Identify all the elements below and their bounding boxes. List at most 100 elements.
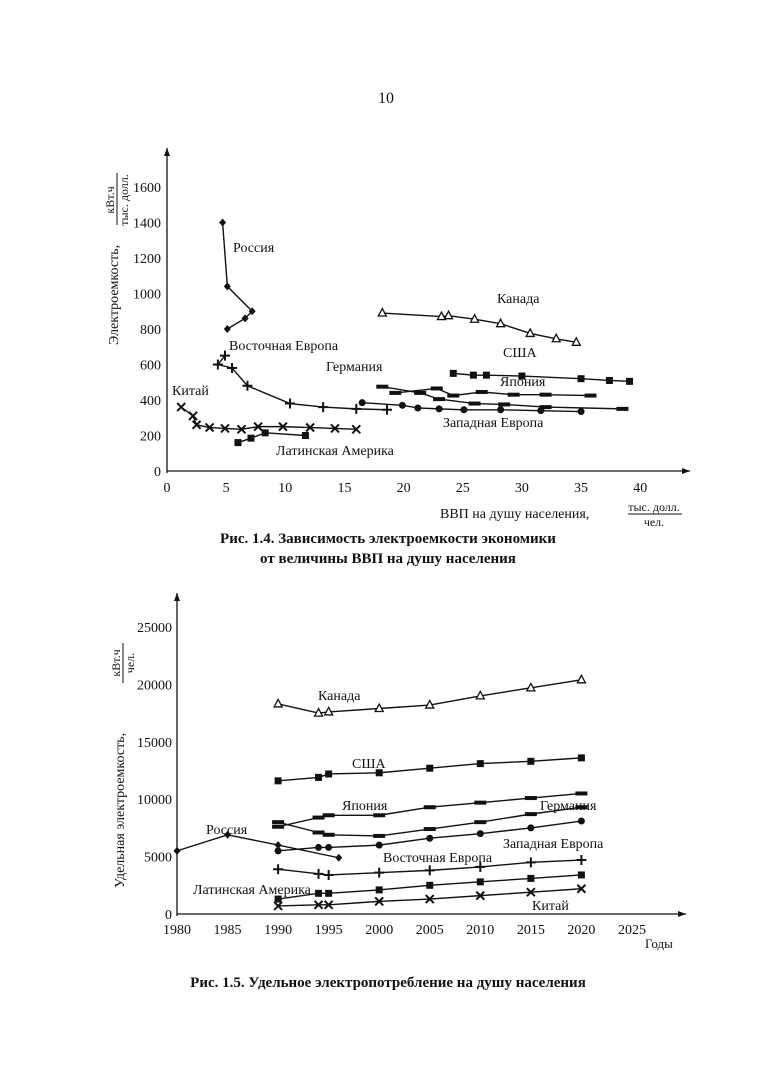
series-label: Китай <box>172 384 209 399</box>
series-label: Россия <box>233 241 275 256</box>
plus-marker <box>374 867 385 878</box>
dash-marker <box>475 390 488 395</box>
square-marker <box>577 754 585 762</box>
data-point-circle <box>460 406 468 414</box>
circle-marker <box>426 834 434 842</box>
plus-marker <box>318 402 329 413</box>
dash-marker <box>524 796 537 801</box>
diamond-marker <box>173 846 181 855</box>
y-tick-label: 1600 <box>133 181 161 196</box>
y-tick-label: 1000 <box>133 288 161 303</box>
x-tick-label: 30 <box>515 481 529 496</box>
series-label: Германия <box>540 799 597 814</box>
data-point-square <box>426 881 434 889</box>
data-point-circle <box>537 407 545 415</box>
square-marker <box>426 881 434 889</box>
square-marker <box>301 432 309 439</box>
triangle-marker <box>374 702 385 713</box>
x-tick-label: 1990 <box>264 923 292 938</box>
dash-marker <box>468 401 481 406</box>
y-tick-label: 800 <box>140 323 161 338</box>
x-tick-label: 25 <box>456 481 470 496</box>
data-point-square <box>527 874 535 882</box>
x-tick-label: 1985 <box>214 923 242 938</box>
x-tick-label: 40 <box>633 481 647 496</box>
cross-marker <box>351 424 361 434</box>
x-axis-unit-numerator: тыс. долл. <box>628 500 680 514</box>
data-point-cross <box>204 422 215 433</box>
x-tick-label: 1995 <box>315 923 343 938</box>
triangle-marker <box>495 317 506 328</box>
diamond-marker <box>223 325 231 333</box>
data-point-diamond <box>219 218 227 227</box>
data-point-circle <box>527 824 535 832</box>
data-point-diamond <box>223 282 231 291</box>
data-point-dash <box>474 820 487 825</box>
square-marker <box>449 369 457 377</box>
data-point-square <box>476 760 484 768</box>
triangle-marker <box>313 707 324 717</box>
dash-marker <box>423 805 436 810</box>
square-marker <box>325 889 333 897</box>
plus-marker <box>323 869 334 880</box>
data-point-triangle <box>323 706 334 716</box>
cross-marker <box>323 900 334 910</box>
circle-marker <box>537 407 545 415</box>
data-point-circle <box>476 830 484 838</box>
x-tick-label: 10 <box>278 481 292 496</box>
cross-marker <box>176 402 186 412</box>
data-point-circle <box>358 399 366 407</box>
data-point-plus <box>219 350 230 361</box>
y-axis-title-group: Электроемкость, кВт.ч тыс. долл. <box>103 173 131 345</box>
data-point-square <box>527 757 535 765</box>
x-tick-label: 5 <box>223 481 230 496</box>
series-label: Россия <box>206 823 248 838</box>
series-label: Япония <box>342 799 388 814</box>
circle-marker <box>460 406 468 414</box>
dash-marker <box>474 820 487 825</box>
data-point-plus <box>285 398 296 409</box>
data-point-dash <box>430 386 443 391</box>
diamond-marker <box>223 282 231 291</box>
data-point-diamond <box>173 846 181 855</box>
data-point-cross <box>176 402 186 412</box>
circle-marker <box>398 401 406 409</box>
triangle-marker <box>273 698 284 708</box>
data-point-dash <box>322 813 335 818</box>
data-point-triangle <box>475 689 486 700</box>
data-point-triangle <box>551 332 562 343</box>
y-tick-label: 0 <box>165 908 172 923</box>
data-point-square <box>577 871 585 879</box>
data-point-square <box>518 372 526 380</box>
data-point-dash <box>322 832 335 837</box>
data-point-circle <box>497 406 505 414</box>
dash-marker <box>539 392 552 397</box>
figure-1-4-caption-line2: от величины ВВП на душу населения <box>260 551 516 567</box>
data-point-dash <box>433 397 446 402</box>
dash-marker <box>272 820 285 825</box>
data-point-plus <box>227 363 238 374</box>
data-point-square <box>426 764 434 772</box>
square-marker <box>605 376 613 384</box>
y-axis-title: Удельная электроемкость, <box>113 733 128 888</box>
square-marker <box>577 375 585 383</box>
data-point-dash <box>524 812 537 817</box>
square-marker <box>315 889 323 897</box>
x-axis-unit-denominator: чел. <box>644 515 664 529</box>
circle-marker <box>527 824 535 832</box>
data-point-dash <box>272 820 285 825</box>
dash-marker <box>389 390 402 395</box>
data-point-diamond <box>335 853 343 862</box>
y-axis-unit-denominator: чел. <box>123 653 137 673</box>
dash-marker <box>312 830 325 835</box>
circle-marker <box>315 843 323 851</box>
dash-marker <box>373 833 386 838</box>
square-marker <box>527 757 535 765</box>
series-line-4 <box>237 432 306 444</box>
data-point-plus <box>212 359 223 370</box>
data-point-square <box>234 439 242 447</box>
triangle-marker <box>475 689 486 700</box>
data-point-dash <box>616 406 629 411</box>
circle-marker <box>497 406 505 414</box>
triangle-marker <box>323 706 334 716</box>
